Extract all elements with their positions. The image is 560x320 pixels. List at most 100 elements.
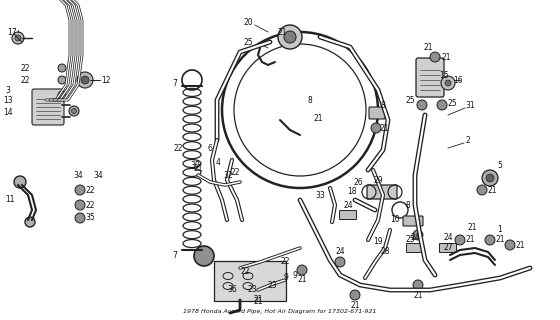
FancyBboxPatch shape [403, 216, 423, 226]
Text: 12: 12 [101, 76, 111, 84]
Text: 21: 21 [495, 236, 505, 244]
Text: 14: 14 [3, 108, 13, 116]
Text: 25: 25 [405, 236, 415, 244]
Text: 6: 6 [208, 143, 212, 153]
Text: 32: 32 [223, 171, 233, 180]
Text: 7: 7 [172, 252, 178, 260]
Text: 27: 27 [443, 244, 453, 252]
Text: 21: 21 [313, 114, 323, 123]
Text: 22: 22 [20, 76, 30, 84]
Text: 35: 35 [85, 213, 95, 222]
Circle shape [75, 200, 85, 210]
Circle shape [15, 35, 21, 41]
Text: 21: 21 [467, 223, 477, 233]
Circle shape [25, 217, 35, 227]
Text: 4: 4 [216, 157, 221, 166]
Circle shape [441, 76, 455, 90]
Circle shape [72, 108, 77, 114]
Text: 9: 9 [292, 270, 297, 279]
Text: 22: 22 [85, 186, 95, 195]
Text: 28: 28 [380, 247, 390, 257]
FancyBboxPatch shape [440, 244, 456, 252]
Text: 3: 3 [6, 85, 11, 94]
Text: 22: 22 [20, 63, 30, 73]
Text: 20: 20 [243, 18, 253, 27]
Text: 2: 2 [465, 135, 470, 145]
Text: 9: 9 [283, 274, 288, 283]
Circle shape [413, 230, 423, 240]
Circle shape [14, 176, 26, 188]
Text: 21: 21 [277, 28, 287, 36]
Text: 22: 22 [173, 143, 183, 153]
Text: 29: 29 [373, 175, 383, 185]
Circle shape [75, 213, 85, 223]
Text: 22: 22 [240, 268, 250, 276]
Text: 24: 24 [443, 234, 453, 243]
Text: 10: 10 [390, 215, 400, 225]
Circle shape [486, 174, 494, 182]
Text: 22: 22 [85, 201, 95, 210]
Text: 23: 23 [247, 285, 257, 294]
Circle shape [335, 257, 345, 267]
Text: 19: 19 [373, 237, 383, 246]
Text: 36: 36 [227, 285, 237, 294]
Text: 16: 16 [453, 76, 463, 84]
Circle shape [194, 246, 214, 266]
Text: 5: 5 [498, 161, 502, 170]
Text: 21: 21 [350, 300, 360, 309]
FancyBboxPatch shape [416, 58, 444, 97]
Circle shape [58, 91, 66, 99]
Circle shape [430, 52, 440, 62]
Text: 21: 21 [465, 236, 475, 244]
Text: 24: 24 [343, 201, 353, 210]
Circle shape [284, 31, 296, 43]
Circle shape [77, 72, 93, 88]
Text: 33: 33 [315, 190, 325, 199]
Text: 23: 23 [267, 281, 277, 290]
Text: 25: 25 [243, 37, 253, 46]
Circle shape [417, 100, 427, 110]
Circle shape [58, 76, 66, 84]
Circle shape [371, 123, 381, 133]
Text: 15: 15 [439, 70, 449, 79]
Text: 8: 8 [405, 201, 410, 210]
Text: 21: 21 [441, 52, 451, 61]
Text: 24: 24 [410, 234, 420, 243]
Text: 8: 8 [307, 95, 312, 105]
Text: 1: 1 [498, 226, 502, 235]
Text: 21: 21 [487, 186, 497, 195]
Circle shape [482, 170, 498, 186]
Circle shape [477, 185, 487, 195]
Circle shape [437, 100, 447, 110]
Circle shape [12, 32, 24, 44]
Text: 31: 31 [465, 100, 475, 109]
Text: 22: 22 [280, 258, 290, 267]
Text: 21: 21 [515, 241, 525, 250]
Circle shape [75, 185, 85, 195]
Circle shape [58, 64, 66, 72]
Text: 24: 24 [335, 247, 345, 257]
Circle shape [350, 290, 360, 300]
FancyBboxPatch shape [407, 244, 423, 252]
Text: 1978 Honda Accord Pipe, Hot Air Diagram for 17302-671-921: 1978 Honda Accord Pipe, Hot Air Diagram … [183, 309, 377, 315]
Text: 21: 21 [423, 43, 433, 52]
Text: 21: 21 [193, 164, 203, 172]
Circle shape [297, 265, 307, 275]
Text: 8: 8 [381, 100, 385, 109]
Circle shape [455, 235, 465, 245]
Circle shape [505, 240, 515, 250]
Text: 25: 25 [447, 99, 457, 108]
Circle shape [485, 235, 495, 245]
Circle shape [413, 280, 423, 290]
Text: 21: 21 [297, 276, 307, 284]
FancyBboxPatch shape [214, 261, 286, 301]
FancyBboxPatch shape [369, 107, 385, 119]
Text: 34: 34 [73, 171, 83, 180]
Text: 34: 34 [93, 171, 103, 180]
Circle shape [81, 76, 89, 84]
Text: 21: 21 [379, 124, 389, 132]
Text: 17: 17 [7, 28, 17, 36]
Text: 13: 13 [3, 95, 13, 105]
Text: 21: 21 [413, 291, 423, 300]
FancyBboxPatch shape [32, 89, 64, 125]
